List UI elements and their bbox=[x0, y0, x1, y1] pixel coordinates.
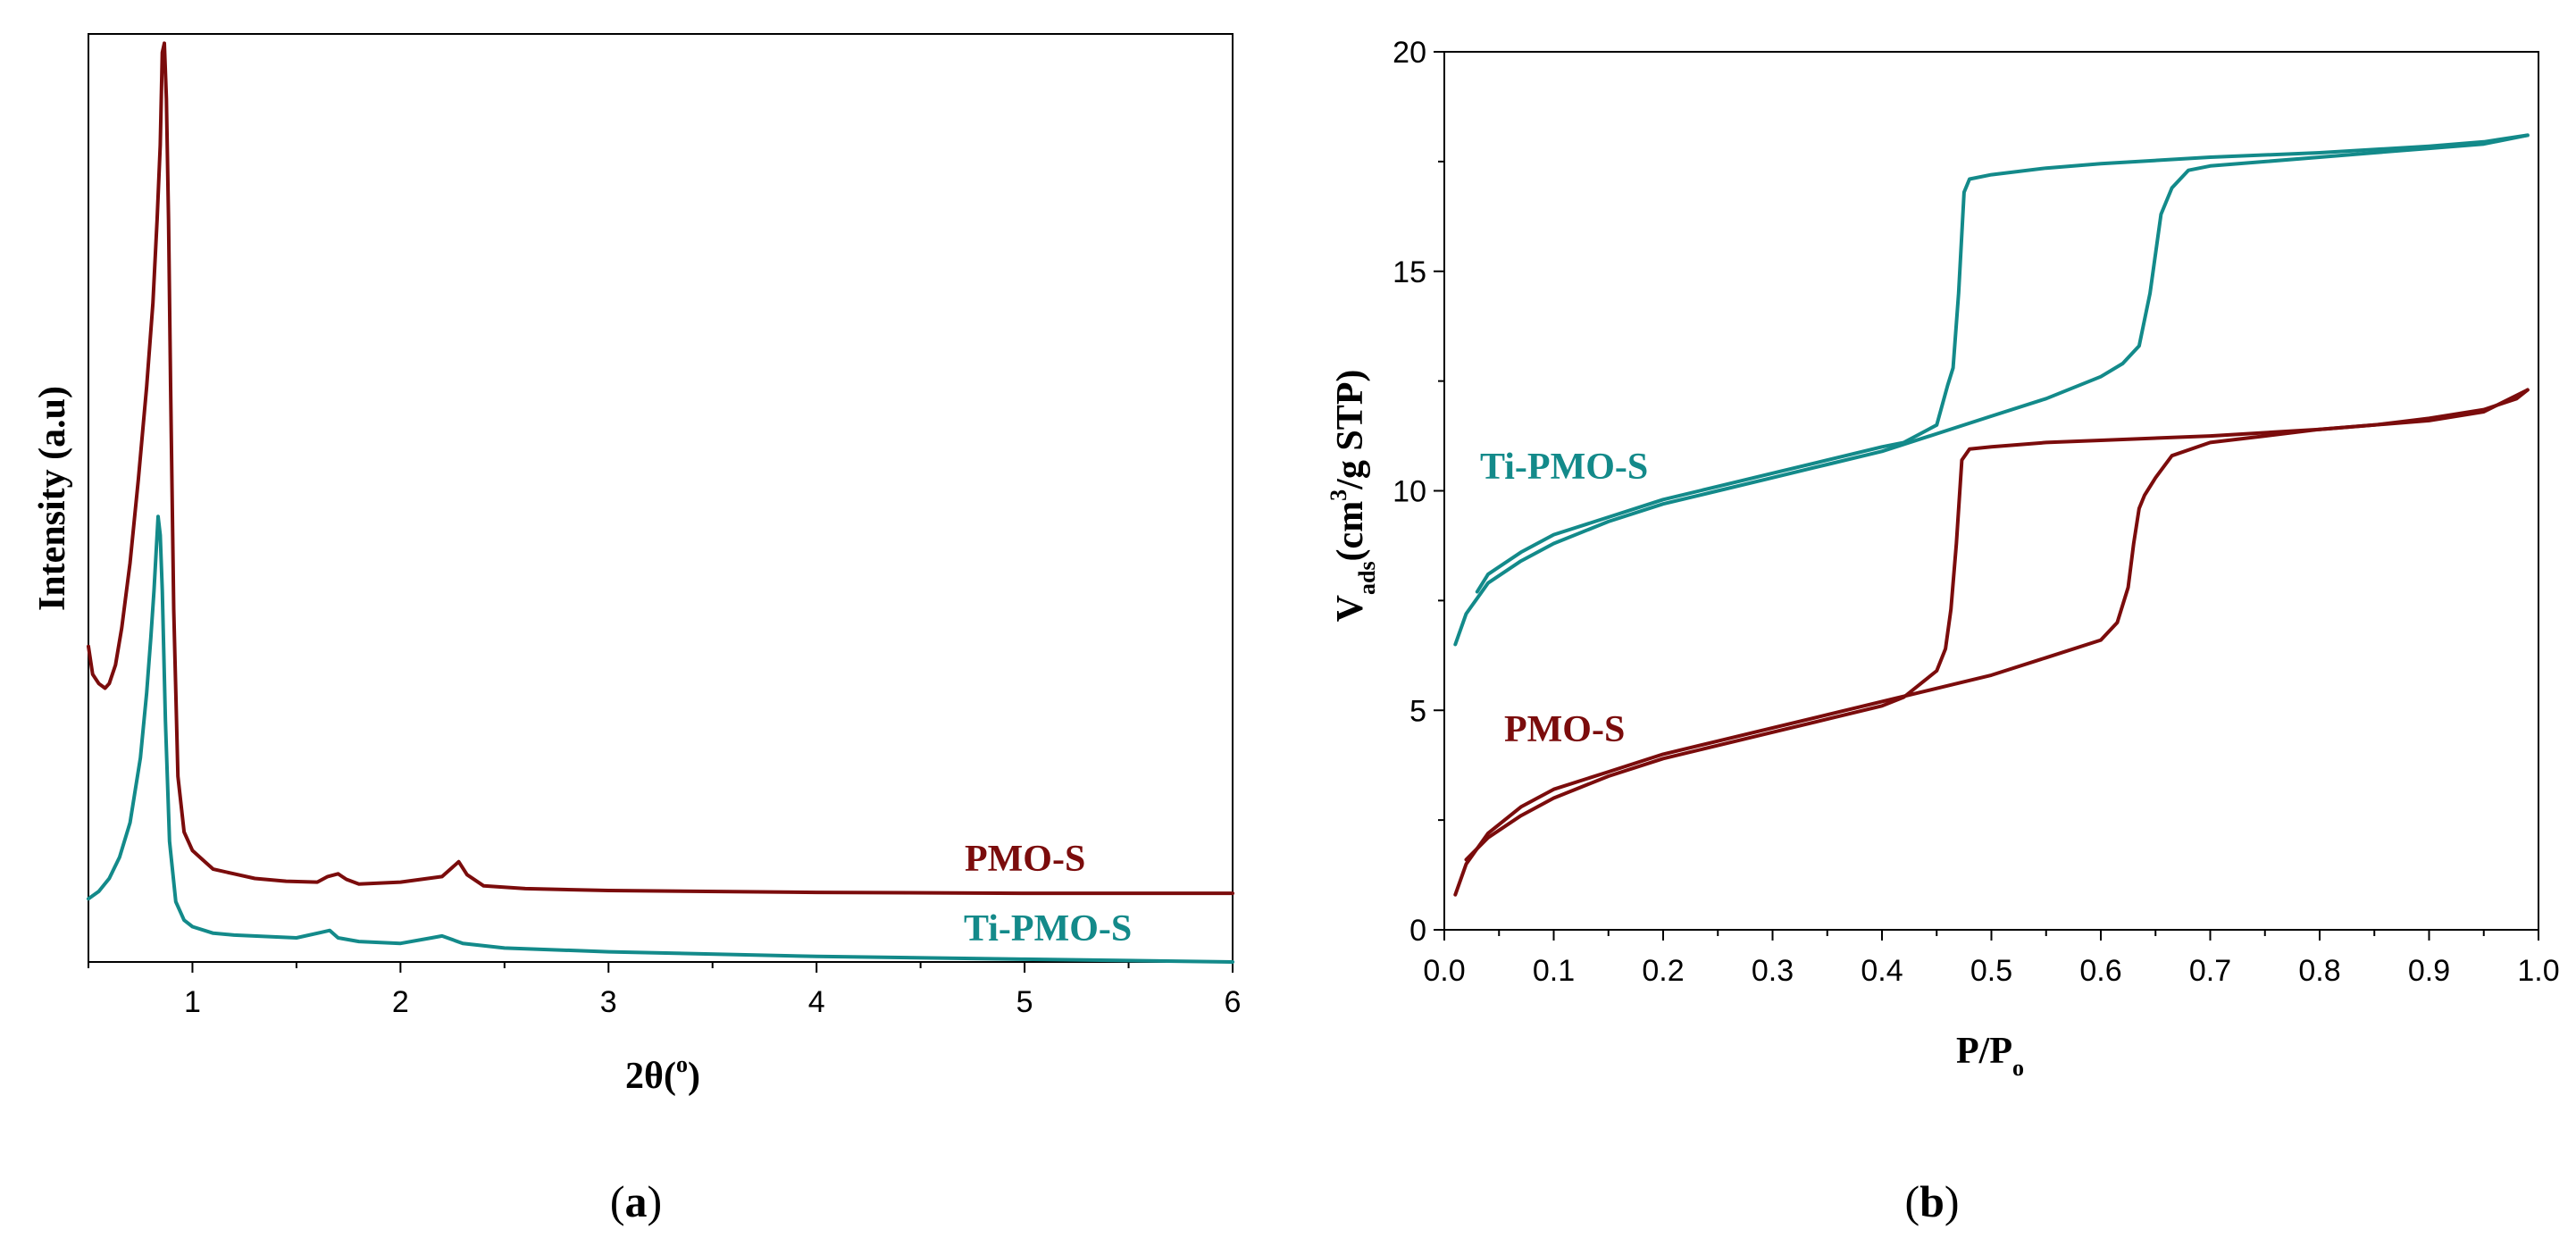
x-tick-label: 0.0 bbox=[1423, 954, 1465, 988]
series-line-pmo-s bbox=[87, 41, 1234, 896]
x-tick-label: 0.5 bbox=[1970, 954, 2012, 988]
x-tick-label: 0.7 bbox=[2189, 954, 2231, 988]
series-line-ti-pmo-s bbox=[87, 514, 1234, 964]
y-tick-label: 10 bbox=[1393, 475, 1426, 509]
panel-b-axes-frame bbox=[1443, 51, 2539, 931]
panel-b-series-label-pmo-s: PMO-S bbox=[1504, 709, 1625, 750]
panel-a-label: (a) bbox=[610, 1176, 662, 1226]
panel-b-y-axis-title: Vads(cm3/g STP) bbox=[1326, 370, 1380, 623]
x-tick-label: 0.4 bbox=[1861, 954, 1903, 988]
x-tick-label: 0.6 bbox=[2079, 954, 2121, 988]
series-line-ti-pmo-s-adsorption bbox=[1453, 133, 2530, 647]
panel-b: 0.0 0.1 0.2 0.3 0.4 0.5 0.6 0.7 0.8 0.9 1.0 0 5 10 15… bbox=[1326, 36, 2560, 1226]
panel-a: 1 2 3 4 5 6 Intensity (a.u) 2θ(o) PMO-S Ti-PM… bbox=[32, 33, 1241, 1226]
x-tick-label: 1.0 bbox=[2517, 954, 2559, 988]
x-tick-label: 2 bbox=[392, 985, 409, 1019]
x-tick-label: 4 bbox=[808, 985, 825, 1019]
series-line-ti-pmo-s-desorption bbox=[1475, 133, 2530, 594]
panel-a-x-ticks: 1 2 3 4 5 6 bbox=[88, 962, 1241, 1019]
panel-b-y-ticks: 0 5 10 15 20 bbox=[1393, 36, 1444, 948]
panel-b-label: (b) bbox=[1904, 1176, 1959, 1226]
panel-b-series-label-ti-pmo-s: Ti-PMO-S bbox=[1480, 447, 1648, 488]
panel-a-y-axis-title: Intensity (a.u) bbox=[32, 386, 73, 611]
panel-b-x-ticks: 0.0 0.1 0.2 0.3 0.4 0.5 0.6 0.7 0.8 0.9 1.0 bbox=[1423, 930, 2560, 988]
y-tick-label: 15 bbox=[1393, 255, 1426, 289]
x-tick-label: 0.2 bbox=[1642, 954, 1684, 988]
x-tick-label: 0.1 bbox=[1533, 954, 1575, 988]
x-tick-label: 6 bbox=[1225, 985, 1242, 1019]
x-tick-label: 1 bbox=[184, 985, 201, 1019]
panel-b-series bbox=[1453, 133, 2530, 897]
panel-a-series-label-ti-pmo-s: Ti-PMO-S bbox=[964, 908, 1132, 949]
panel-a-axes-frame bbox=[88, 33, 1234, 963]
x-tick-label: 0.8 bbox=[2298, 954, 2340, 988]
panel-a-series bbox=[87, 41, 1234, 964]
panel-a-series-label-pmo-s: PMO-S bbox=[965, 839, 1085, 880]
series-line-pmo-s-desorption bbox=[1464, 388, 2530, 862]
x-tick-label: 3 bbox=[600, 985, 617, 1019]
y-tick-label: 20 bbox=[1393, 36, 1426, 70]
y-tick-label: 0 bbox=[1409, 914, 1426, 948]
panel-a-x-axis-title: 2θ(o) bbox=[625, 1051, 700, 1097]
x-tick-label: 5 bbox=[1016, 985, 1033, 1019]
x-tick-label: 0.9 bbox=[2408, 954, 2450, 988]
panel-b-x-axis-title: P/Po bbox=[1956, 1031, 2024, 1081]
x-tick-label: 0.3 bbox=[1752, 954, 1794, 988]
y-tick-label: 5 bbox=[1409, 694, 1426, 728]
